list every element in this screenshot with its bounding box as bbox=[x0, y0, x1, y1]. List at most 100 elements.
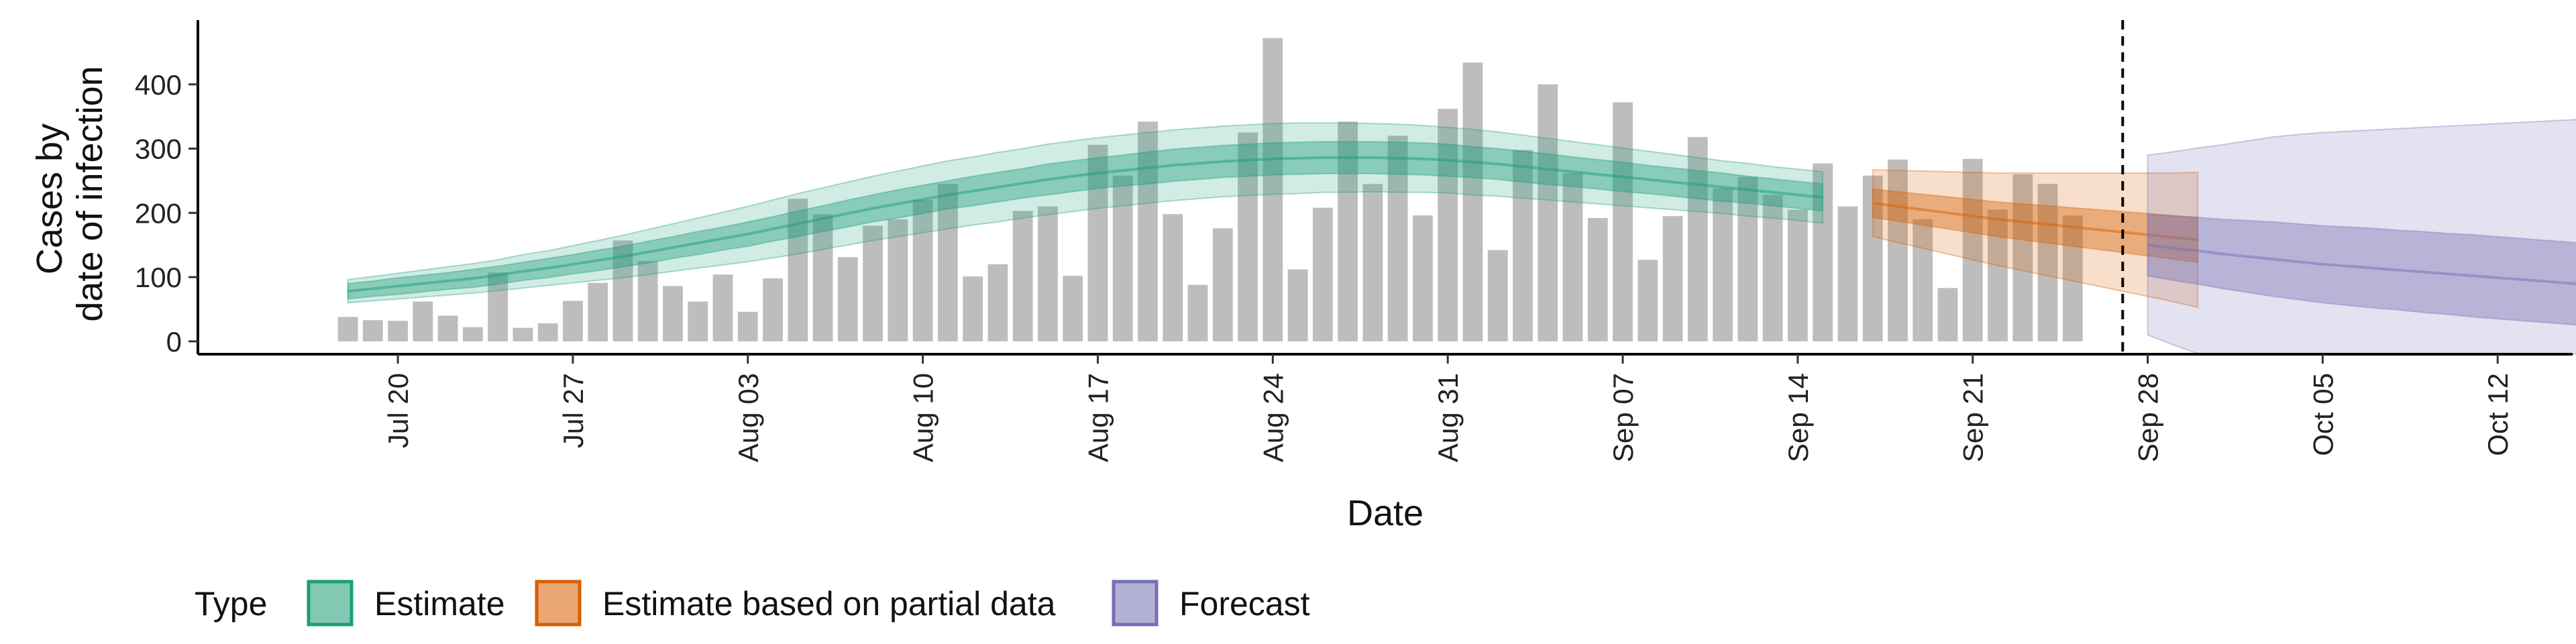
bar bbox=[1762, 195, 1783, 341]
y-tick-label: 400 bbox=[135, 69, 182, 101]
bar bbox=[1613, 102, 1633, 341]
x-tick-label: Aug 31 bbox=[1432, 373, 1464, 462]
bar bbox=[1713, 188, 1733, 341]
bar bbox=[863, 225, 883, 341]
legend-label-partial: Estimate based on partial data bbox=[602, 585, 1056, 623]
legend-key-estimate bbox=[307, 580, 354, 627]
x-tick-label: Sep 14 bbox=[1782, 373, 1814, 462]
partial-outer-band bbox=[1872, 169, 2199, 309]
bar bbox=[1187, 284, 1208, 341]
bar bbox=[1387, 136, 1408, 341]
bar bbox=[1662, 216, 1683, 341]
bar bbox=[1212, 228, 1233, 341]
bar bbox=[937, 184, 958, 341]
y-tick-label: 200 bbox=[135, 197, 182, 229]
bar bbox=[987, 264, 1008, 341]
x-ticks: Jul 20 Jul 27 Aug 03 Aug 10 Aug 17 Aug 24 Aug … bbox=[382, 354, 2514, 462]
estimate-outer-band bbox=[347, 122, 1824, 304]
bar bbox=[1638, 260, 1658, 341]
bar bbox=[1263, 38, 1283, 341]
x-tick-label: Oct 12 bbox=[2482, 373, 2514, 456]
legend-label-estimate: Estimate bbox=[374, 585, 505, 623]
x-tick-label: Sep 21 bbox=[1957, 373, 1989, 462]
bar bbox=[1837, 206, 1858, 341]
legend: Type Estimate Estimate based on partial … bbox=[195, 580, 1310, 627]
bar bbox=[2037, 184, 2058, 341]
partial-inner-band bbox=[1872, 188, 2199, 264]
bar bbox=[362, 320, 383, 341]
x-tick-label: Aug 24 bbox=[1257, 373, 1289, 462]
bar bbox=[2062, 215, 2083, 341]
bar bbox=[563, 301, 583, 341]
bar bbox=[462, 327, 483, 341]
bar bbox=[1538, 84, 1558, 341]
bar bbox=[1412, 215, 1433, 341]
bar bbox=[912, 200, 933, 341]
y-tick-label: 100 bbox=[135, 262, 182, 293]
bar bbox=[888, 219, 908, 341]
bar bbox=[837, 257, 858, 341]
bar bbox=[1962, 158, 1983, 341]
y-ticks: 0 100 200 300 400 bbox=[135, 69, 198, 358]
bar bbox=[588, 282, 608, 341]
bar bbox=[413, 301, 433, 341]
legend-key-partial bbox=[535, 580, 582, 627]
bar bbox=[1462, 62, 1483, 341]
x-tick-label: Aug 17 bbox=[1082, 373, 1114, 462]
bar bbox=[488, 272, 508, 341]
legend-key-forecast bbox=[1112, 580, 1159, 627]
bar bbox=[1887, 159, 1908, 341]
bar bbox=[1438, 109, 1458, 341]
x-tick-label: Aug 03 bbox=[733, 373, 764, 462]
bar bbox=[1687, 137, 1708, 341]
forecast-median-line bbox=[2147, 244, 2576, 286]
bar bbox=[1562, 172, 1583, 341]
bar bbox=[637, 261, 658, 341]
bar bbox=[1238, 132, 1258, 341]
bar bbox=[1913, 219, 1933, 341]
bar bbox=[663, 286, 683, 341]
bar bbox=[1813, 163, 1833, 341]
bar bbox=[537, 323, 558, 341]
legend-label-forecast: Forecast bbox=[1179, 585, 1310, 623]
x-axis-title: Date bbox=[1347, 493, 1424, 533]
bar bbox=[763, 278, 783, 341]
bar bbox=[712, 274, 733, 341]
bar bbox=[1988, 209, 2008, 341]
bar bbox=[388, 321, 409, 341]
y-axis-title: Cases by date of infection bbox=[30, 66, 110, 321]
bar bbox=[337, 317, 358, 341]
bar bbox=[737, 311, 758, 341]
bar bbox=[1787, 209, 1808, 341]
bar bbox=[1287, 269, 1308, 341]
bar bbox=[1112, 175, 1133, 341]
bar bbox=[513, 327, 533, 341]
bar bbox=[1138, 121, 1158, 341]
y-tick-label: 300 bbox=[135, 133, 182, 165]
bar bbox=[1012, 211, 1033, 341]
bar bbox=[963, 276, 983, 341]
bands-layer bbox=[347, 119, 2576, 355]
x-tick-label: Jul 27 bbox=[557, 373, 589, 448]
bar bbox=[688, 301, 708, 341]
bar bbox=[1312, 207, 1333, 341]
bar bbox=[2012, 174, 2033, 341]
forecast-inner-band bbox=[2147, 213, 2576, 326]
x-tick-label: Oct 05 bbox=[2307, 373, 2339, 456]
bar bbox=[1587, 217, 1608, 341]
x-tick-label: Sep 28 bbox=[2133, 373, 2164, 462]
bar bbox=[1063, 276, 1083, 341]
bar bbox=[1937, 288, 1958, 341]
bar bbox=[1513, 150, 1533, 341]
partial-median-line bbox=[1872, 201, 2198, 241]
estimate-median-line bbox=[347, 156, 1823, 293]
bar bbox=[1038, 206, 1058, 341]
bar bbox=[1487, 250, 1508, 341]
y-axis-title-line-2: date of infection bbox=[70, 66, 110, 321]
bar bbox=[1737, 176, 1758, 341]
x-tick-label: Aug 10 bbox=[908, 373, 939, 462]
x-tick-label: Sep 07 bbox=[1607, 373, 1639, 462]
y-tick-label: 0 bbox=[166, 326, 182, 358]
